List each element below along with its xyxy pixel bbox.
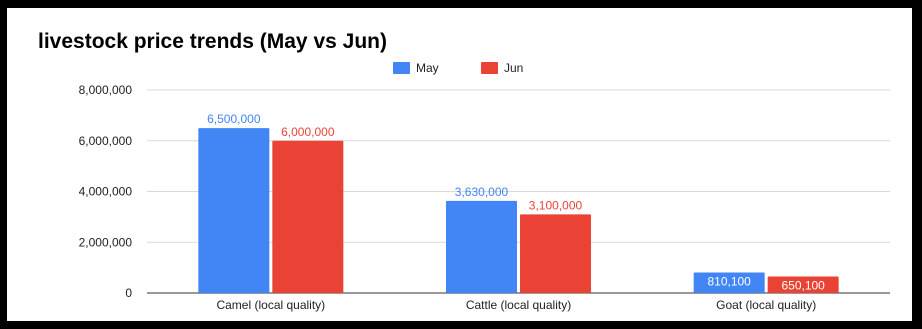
x-tick-label: Goat (local quality) xyxy=(716,298,816,312)
data-label: 6,000,000 xyxy=(281,125,335,139)
y-tick-label: 0 xyxy=(125,286,132,300)
bar-chart: 0 2,000,000 4,000,000 6,000,000 8,000,000 6,5… xyxy=(79,61,890,312)
data-label: 6,500,000 xyxy=(207,112,261,126)
data-label: 810,100 xyxy=(707,274,751,288)
x-tick-label: Cattle (local quality) xyxy=(466,298,571,312)
bar-may xyxy=(693,272,765,293)
y-tick-label: 8,000,000 xyxy=(79,83,133,97)
legend-label: Jun xyxy=(504,61,523,75)
bar-may xyxy=(198,128,270,293)
legend-swatch xyxy=(393,62,410,74)
bar-jun xyxy=(272,140,344,293)
y-tick-label: 6,000,000 xyxy=(79,134,133,148)
chart-title: livestock price trends (May vs Jun) xyxy=(38,30,387,53)
legend-label: May xyxy=(416,61,439,75)
chart-card: livestock price trends (May vs Jun) 0 2,0… xyxy=(7,8,912,321)
data-label: 3,100,000 xyxy=(529,198,583,212)
data-label: 650,100 xyxy=(781,279,825,293)
y-tick-label: 2,000,000 xyxy=(79,235,133,249)
data-label: 3,630,000 xyxy=(455,185,509,199)
legend-swatch xyxy=(481,62,498,74)
bar-jun xyxy=(520,214,591,293)
x-tick-label: Camel (local quality) xyxy=(216,298,325,312)
bar-jun xyxy=(767,276,839,293)
bar-may xyxy=(446,200,517,293)
y-tick-label: 4,000,000 xyxy=(79,185,133,199)
